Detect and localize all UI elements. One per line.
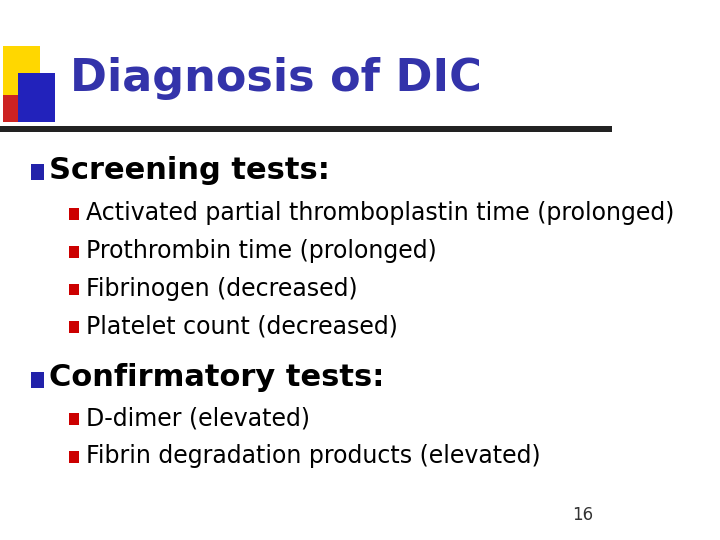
FancyBboxPatch shape: [30, 372, 44, 388]
Text: Activated partial thromboplastin time (prolonged): Activated partial thromboplastin time (p…: [86, 201, 674, 225]
Text: Fibrinogen (decreased): Fibrinogen (decreased): [86, 277, 357, 301]
FancyBboxPatch shape: [69, 284, 79, 295]
Text: 16: 16: [572, 506, 593, 524]
FancyBboxPatch shape: [69, 413, 79, 425]
Text: Platelet count (decreased): Platelet count (decreased): [86, 315, 397, 339]
Text: Prothrombin time (prolonged): Prothrombin time (prolonged): [86, 239, 436, 263]
FancyBboxPatch shape: [0, 126, 611, 132]
Text: D-dimer (elevated): D-dimer (elevated): [86, 407, 310, 430]
FancyBboxPatch shape: [69, 208, 79, 220]
FancyBboxPatch shape: [3, 46, 40, 94]
Text: Confirmatory tests:: Confirmatory tests:: [49, 363, 384, 393]
Text: Screening tests:: Screening tests:: [49, 156, 330, 185]
FancyBboxPatch shape: [69, 451, 79, 463]
FancyBboxPatch shape: [18, 73, 55, 122]
FancyBboxPatch shape: [69, 246, 79, 258]
FancyBboxPatch shape: [30, 164, 44, 180]
Text: Fibrin degradation products (elevated): Fibrin degradation products (elevated): [86, 444, 540, 468]
FancyBboxPatch shape: [69, 321, 79, 333]
FancyBboxPatch shape: [3, 89, 22, 122]
Text: Diagnosis of DIC: Diagnosis of DIC: [71, 57, 482, 100]
